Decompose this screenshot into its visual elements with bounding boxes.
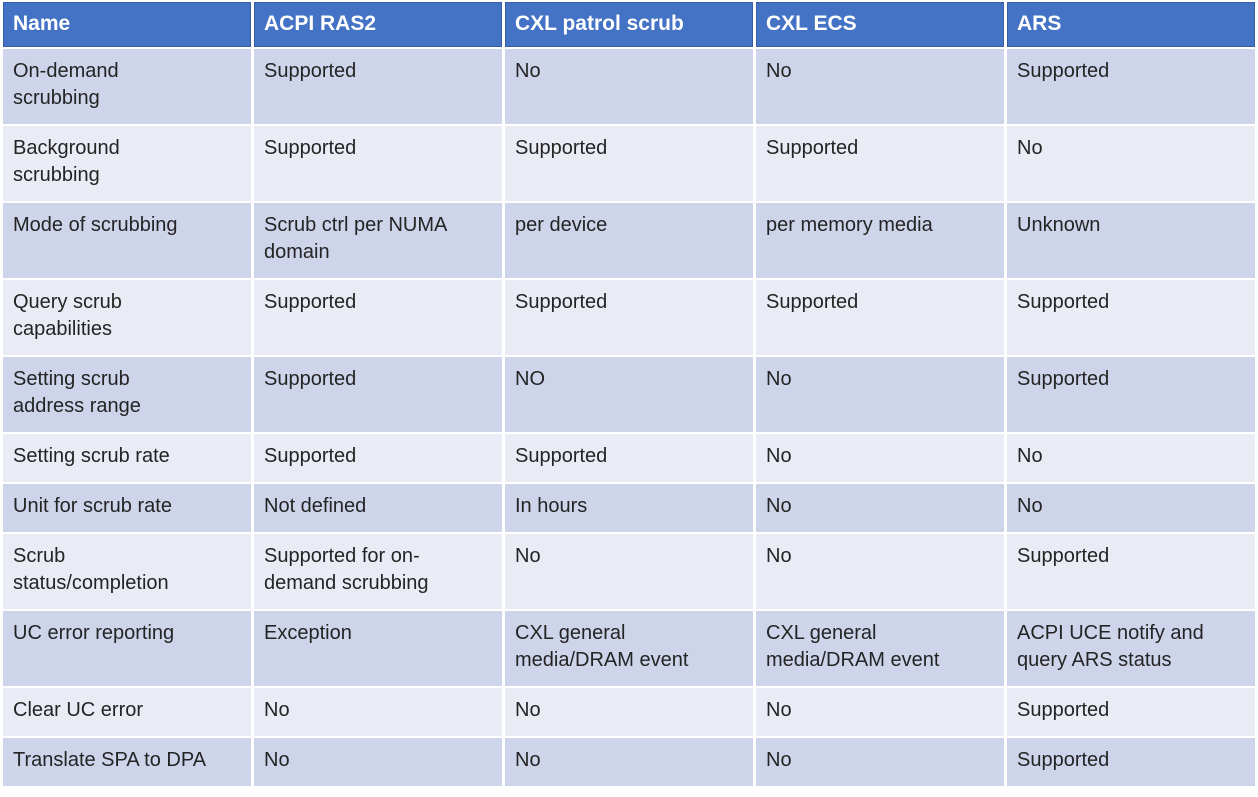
cell-acpi-ras2: Not defined (254, 484, 502, 532)
cell-cxl-patrol-scrub: No (505, 49, 753, 124)
cell-cxl-patrol-scrub: No (505, 534, 753, 609)
cell-ars: Supported (1007, 49, 1255, 124)
column-header-cxl-ecs: CXL ECS (756, 2, 1004, 47)
cell-cxl-ecs: per memory media (756, 203, 1004, 278)
table-row: Clear UC error No No No Supported (3, 688, 1255, 736)
cell-ars: Unknown (1007, 203, 1255, 278)
table-row: Scrub status/completion Supported for on… (3, 534, 1255, 609)
cell-acpi-ras2: Exception (254, 611, 502, 686)
cell-cxl-patrol-scrub: Supported (505, 434, 753, 482)
cell-cxl-patrol-scrub: No (505, 688, 753, 736)
cell-acpi-ras2: Supported (254, 357, 502, 432)
cell-cxl-ecs: Supported (756, 126, 1004, 201)
cell-ars: Supported (1007, 534, 1255, 609)
row-label: Setting scrub address range (3, 357, 251, 432)
cell-ars: ACPI UCE notify and query ARS status (1007, 611, 1255, 686)
cell-cxl-ecs: No (756, 688, 1004, 736)
cell-ars: Supported (1007, 688, 1255, 736)
table-row: Query scrub capabilities Supported Suppo… (3, 280, 1255, 355)
row-label: Query scrub capabilities (3, 280, 251, 355)
table-row: Unit for scrub rate Not defined In hours… (3, 484, 1255, 532)
row-label: On-demand scrubbing (3, 49, 251, 124)
table-row: Mode of scrubbing Scrub ctrl per NUMA do… (3, 203, 1255, 278)
row-label: UC error reporting (3, 611, 251, 686)
row-label: Unit for scrub rate (3, 484, 251, 532)
cell-ars: Supported (1007, 738, 1255, 786)
table-header: Name ACPI RAS2 CXL patrol scrub CXL ECS … (3, 2, 1255, 47)
header-row: Name ACPI RAS2 CXL patrol scrub CXL ECS … (3, 2, 1255, 47)
cell-cxl-patrol-scrub: per device (505, 203, 753, 278)
cell-cxl-ecs: No (756, 738, 1004, 786)
cell-cxl-ecs: No (756, 534, 1004, 609)
table-row: On-demand scrubbing Supported No No Supp… (3, 49, 1255, 124)
cell-cxl-ecs: No (756, 357, 1004, 432)
row-label: Setting scrub rate (3, 434, 251, 482)
column-header-cxl-patrol-scrub: CXL patrol scrub (505, 2, 753, 47)
cell-ars: Supported (1007, 357, 1255, 432)
table-row: Setting scrub rate Supported Supported N… (3, 434, 1255, 482)
cell-cxl-ecs: No (756, 49, 1004, 124)
row-label: Clear UC error (3, 688, 251, 736)
cell-acpi-ras2: Supported for on- demand scrubbing (254, 534, 502, 609)
cell-cxl-ecs: Supported (756, 280, 1004, 355)
cell-cxl-ecs: No (756, 434, 1004, 482)
row-label: Background scrubbing (3, 126, 251, 201)
cell-cxl-patrol-scrub: NO (505, 357, 753, 432)
cell-cxl-ecs: No (756, 484, 1004, 532)
row-label: Mode of scrubbing (3, 203, 251, 278)
cell-cxl-patrol-scrub: CXL general media/DRAM event (505, 611, 753, 686)
cell-cxl-patrol-scrub: Supported (505, 280, 753, 355)
cell-cxl-patrol-scrub: Supported (505, 126, 753, 201)
table-row: UC error reporting Exception CXL general… (3, 611, 1255, 686)
cell-acpi-ras2: Supported (254, 434, 502, 482)
column-header-name: Name (3, 2, 251, 47)
column-header-acpi-ras2: ACPI RAS2 (254, 2, 502, 47)
cell-ars: No (1007, 126, 1255, 201)
table-body: On-demand scrubbing Supported No No Supp… (3, 49, 1255, 786)
row-label: Scrub status/completion (3, 534, 251, 609)
row-label: Translate SPA to DPA (3, 738, 251, 786)
cell-acpi-ras2: Scrub ctrl per NUMA domain (254, 203, 502, 278)
cell-ars: No (1007, 434, 1255, 482)
cell-cxl-ecs: CXL general media/DRAM event (756, 611, 1004, 686)
cell-cxl-patrol-scrub: No (505, 738, 753, 786)
column-header-ars: ARS (1007, 2, 1255, 47)
table-row: Setting scrub address range Supported NO… (3, 357, 1255, 432)
cell-acpi-ras2: Supported (254, 280, 502, 355)
cell-ars: Supported (1007, 280, 1255, 355)
cell-acpi-ras2: Supported (254, 49, 502, 124)
table-row: Translate SPA to DPA No No No Supported (3, 738, 1255, 786)
cell-acpi-ras2: Supported (254, 126, 502, 201)
table-row: Background scrubbing Supported Supported… (3, 126, 1255, 201)
cell-cxl-patrol-scrub: In hours (505, 484, 753, 532)
cell-acpi-ras2: No (254, 738, 502, 786)
cell-acpi-ras2: No (254, 688, 502, 736)
cell-ars: No (1007, 484, 1255, 532)
